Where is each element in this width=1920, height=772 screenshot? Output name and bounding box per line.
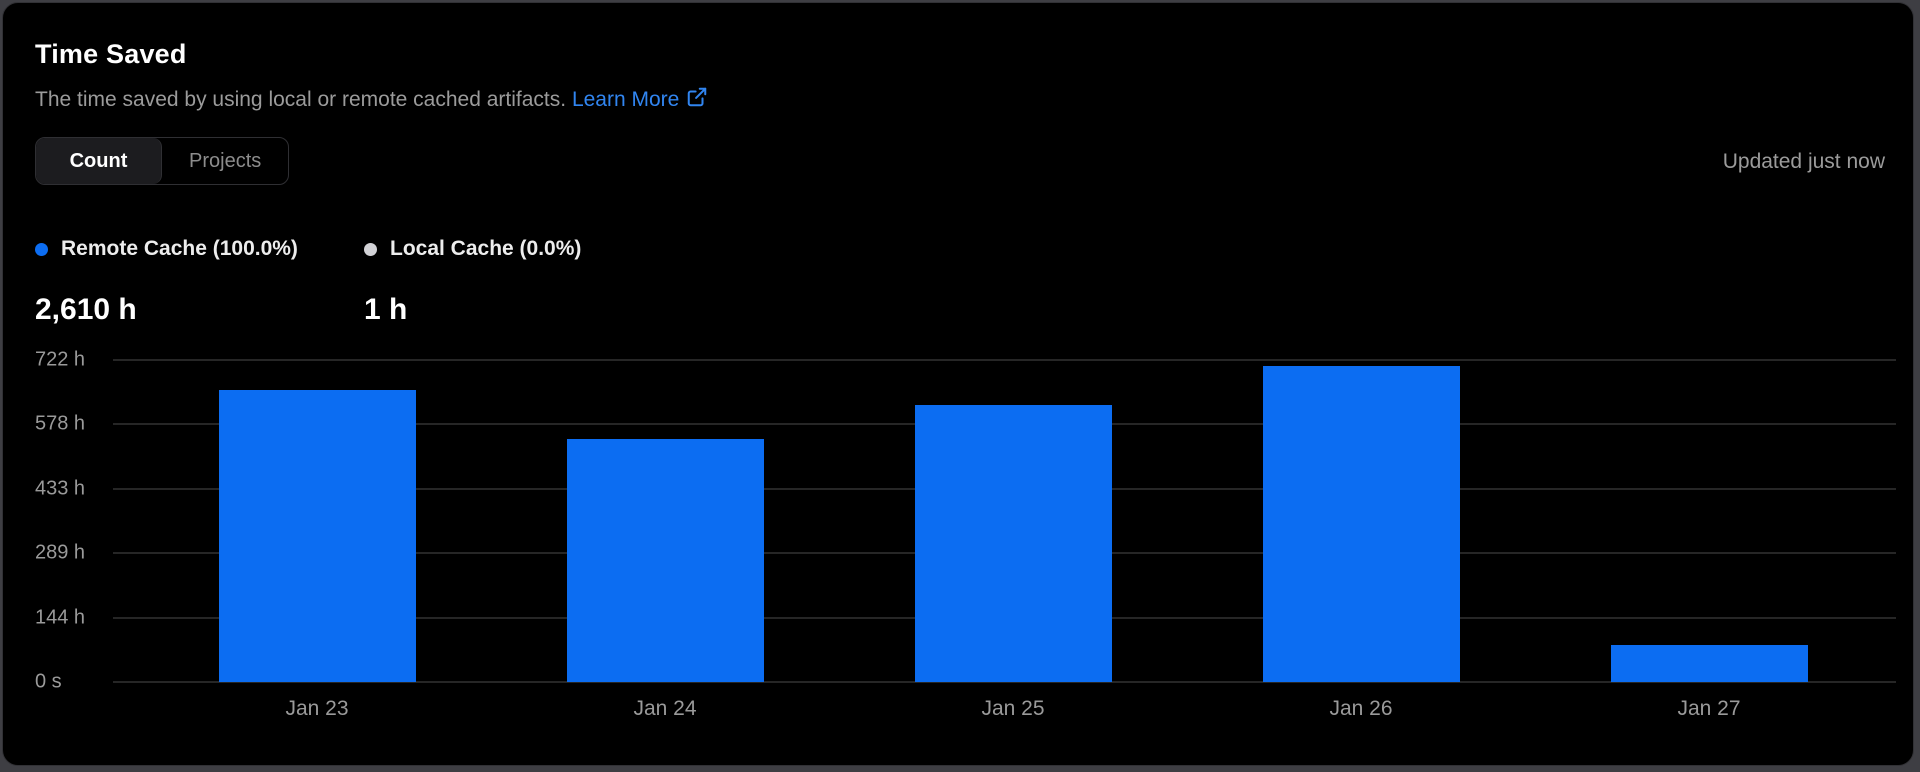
local-cache-total: 1 h [364,293,408,326]
chart-bars [143,360,1883,682]
y-tick-label: 144 h [35,606,86,629]
bar-jan-24[interactable] [566,439,764,682]
x-tick-label: Jan 23 [285,697,349,720]
bar-jan-23[interactable] [218,390,416,682]
remote-cache-total: 2,610 h [35,293,137,326]
tab-projects[interactable]: Projects [189,149,262,172]
x-tick-label: Jan 24 [633,697,697,720]
remote-cache-dot-icon [35,242,48,256]
bar-slot [143,360,491,682]
view-toggle: Count Projects [35,137,290,185]
page-title: Time Saved [35,39,187,69]
learn-more-link[interactable]: Learn More [572,85,708,115]
bar-jan-26[interactable] [1262,366,1460,682]
local-cache-dot-icon [364,242,377,256]
card-description: The time saved by using local or remote … [35,85,708,115]
description-text: The time saved by using local or remote … [35,88,567,111]
legend-local-cache: Local Cache (0.0%) 1 h [364,236,581,327]
x-tick-label: Jan 25 [981,697,1045,720]
legend-remote-cache: Remote Cache (100.0%) 2,610 h [35,236,298,327]
bar-slot [491,360,839,682]
chart-y-axis: 722 h 578 h 433 h 289 h 144 h 0 s [35,349,110,693]
external-link-icon [686,85,708,115]
x-tick-label: Jan 26 [1329,697,1393,720]
y-tick-label: 433 h [35,477,86,500]
updated-status: Updated just now [1722,150,1885,173]
bar-slot [1187,360,1535,682]
legend-label: Local Cache (0.0%) [390,237,582,260]
learn-more-label: Learn More [571,88,680,111]
gridline [113,359,1896,361]
bar-jan-25[interactable] [914,405,1112,682]
bar-slot [1535,360,1883,682]
y-tick-label: 722 h [35,348,86,371]
y-tick-label: 289 h [35,541,86,564]
chart-x-axis: Jan 23 Jan 24 Jan 25 Jan 26 Jan 27 [143,697,1883,721]
bar-slot [839,360,1187,682]
y-tick-label: 578 h [35,412,86,435]
tab-count[interactable]: Count [36,138,162,184]
y-tick-label: 0 s [35,670,62,693]
x-tick-label: Jan 27 [1677,697,1741,720]
gridline [113,681,1896,683]
legend-label: Remote Cache (100.0%) [61,237,298,260]
bar-jan-27[interactable] [1610,645,1808,682]
